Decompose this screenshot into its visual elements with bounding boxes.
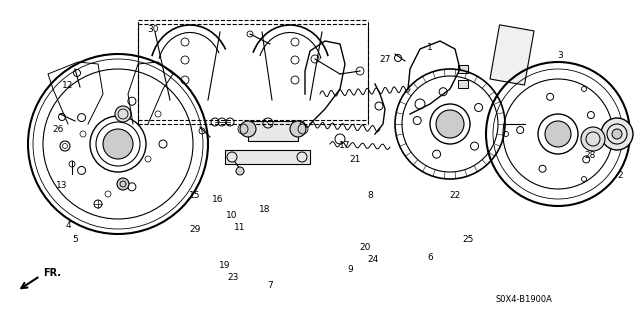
- Circle shape: [612, 129, 622, 139]
- Text: 2: 2: [617, 170, 623, 180]
- Circle shape: [103, 129, 133, 159]
- Circle shape: [117, 178, 129, 190]
- Bar: [225, 150, 310, 164]
- Text: 19: 19: [220, 261, 231, 270]
- Text: 23: 23: [227, 273, 239, 283]
- Circle shape: [436, 110, 464, 138]
- Bar: [248, 121, 298, 141]
- Bar: [490, 25, 534, 85]
- Text: 27: 27: [380, 56, 390, 64]
- Text: 12: 12: [62, 80, 74, 90]
- Text: 4: 4: [65, 220, 71, 229]
- Text: 15: 15: [189, 190, 201, 199]
- Bar: [458, 65, 468, 73]
- Text: 8: 8: [367, 190, 373, 199]
- Circle shape: [236, 167, 244, 175]
- Text: 11: 11: [234, 224, 246, 233]
- Circle shape: [290, 121, 306, 137]
- Text: 6: 6: [427, 254, 433, 263]
- Text: 26: 26: [52, 125, 64, 135]
- Text: 3: 3: [557, 50, 563, 60]
- Circle shape: [601, 118, 633, 150]
- Text: 10: 10: [227, 211, 237, 219]
- Text: 18: 18: [259, 205, 271, 214]
- Circle shape: [545, 121, 571, 147]
- Text: 29: 29: [189, 226, 201, 234]
- Text: 9: 9: [347, 265, 353, 275]
- Text: 13: 13: [56, 181, 68, 189]
- Text: 25: 25: [462, 235, 474, 244]
- Text: S0X4-B1900A: S0X4-B1900A: [495, 295, 552, 304]
- Text: 24: 24: [367, 256, 379, 264]
- Circle shape: [240, 121, 256, 137]
- Text: 7: 7: [267, 280, 273, 290]
- Text: FR.: FR.: [43, 268, 61, 278]
- Text: 1: 1: [427, 43, 433, 53]
- Circle shape: [581, 127, 605, 151]
- Text: 21: 21: [349, 155, 361, 165]
- Circle shape: [115, 106, 131, 122]
- Text: 5: 5: [72, 235, 78, 244]
- Text: 16: 16: [212, 196, 224, 204]
- Text: 28: 28: [584, 151, 596, 160]
- Text: 30: 30: [147, 26, 159, 34]
- Text: 22: 22: [449, 190, 461, 199]
- Text: 20: 20: [359, 243, 371, 253]
- Bar: [458, 80, 468, 88]
- Text: 17: 17: [339, 140, 351, 150]
